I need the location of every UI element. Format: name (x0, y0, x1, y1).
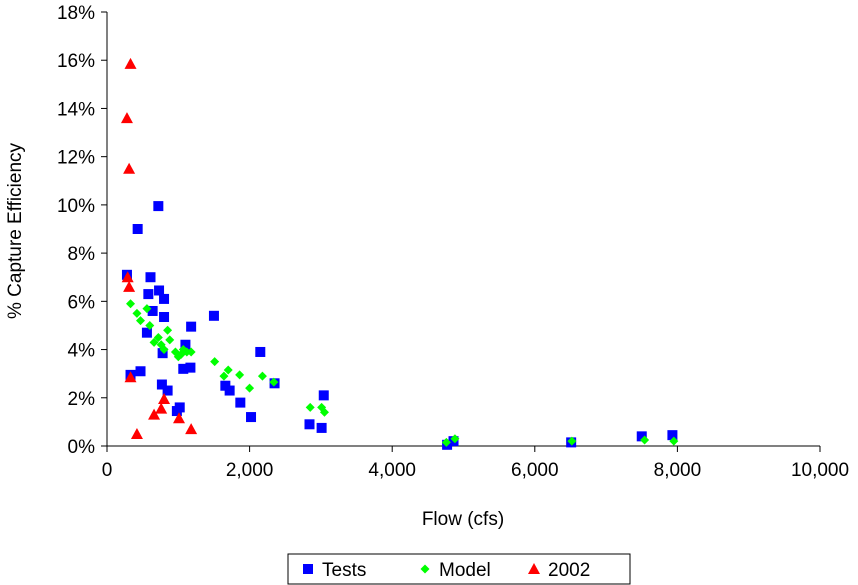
x-tick-label: 6,000 (511, 460, 559, 481)
point-tests (318, 390, 329, 401)
point-model (305, 402, 315, 412)
point-tests (153, 201, 164, 212)
point-tests (141, 327, 152, 338)
point-2002 (123, 162, 136, 174)
point-tests (255, 346, 266, 357)
point-tests (132, 224, 143, 234)
x-tick-label: 10,000 (791, 460, 849, 481)
point-model (441, 437, 451, 447)
legend-marker-2002 (528, 563, 540, 574)
y-tick-label: 4% (68, 341, 96, 362)
point-model (186, 347, 196, 357)
point-model (257, 371, 267, 381)
point-tests (135, 366, 146, 377)
point-tests (224, 385, 235, 396)
legend-label-tests: Tests (322, 560, 366, 581)
point-model (269, 377, 279, 387)
x-axis-title: Flow (cfs) (422, 509, 504, 530)
y-tick-label: 14% (57, 99, 95, 120)
x-tick-label: 8,000 (654, 460, 702, 481)
point-model (153, 333, 163, 342)
point-tests (159, 293, 170, 304)
point-2002 (130, 427, 143, 439)
point-2002 (158, 392, 171, 404)
point-model (163, 325, 173, 335)
y-tick-label: 6% (68, 292, 96, 313)
x-tick-label: 4,000 (368, 460, 416, 481)
point-2002 (148, 408, 161, 420)
point-2002 (123, 280, 136, 292)
point-tests (143, 289, 154, 300)
point-tests (185, 362, 196, 373)
point-tests (178, 363, 189, 374)
point-tests (316, 422, 327, 433)
point-model (126, 299, 136, 309)
point-model (149, 337, 159, 347)
point-model (319, 407, 329, 417)
y-tick-label: 8% (68, 244, 96, 265)
point-tests (154, 285, 165, 296)
point-tests (208, 310, 219, 321)
point-model (159, 345, 169, 355)
legend-label-2002: 2002 (548, 560, 590, 581)
point-model (245, 383, 255, 393)
point-model (142, 304, 152, 314)
point-tests (636, 431, 647, 442)
point-tests (145, 272, 156, 283)
point-tests (180, 339, 191, 350)
point-model (132, 308, 142, 318)
point-2002 (155, 402, 168, 414)
point-model (219, 371, 229, 381)
y-tick-label: 10% (57, 196, 95, 217)
point-tests (235, 397, 246, 408)
y-tick-label: 2% (68, 389, 96, 410)
point-2002 (120, 112, 133, 124)
y-axis-title: % Capture Efficiency (5, 142, 26, 319)
point-model (223, 365, 233, 375)
legend-box (287, 553, 631, 585)
point-tests (186, 321, 197, 332)
point-2002 (124, 371, 137, 383)
y-tick-label: 0% (68, 437, 96, 458)
point-model (165, 335, 175, 345)
point-tests (157, 348, 168, 359)
point-tests (162, 385, 173, 396)
point-tests (246, 412, 257, 423)
y-tick-label: 18% (57, 3, 95, 24)
point-tests (667, 430, 678, 441)
plot-area: 0% 2% 4% 6% 8% 10% 12% 14% 16% 18% 0 2,000 4,000 6,00… (57, 3, 849, 481)
point-model (235, 370, 245, 380)
point-2002 (124, 57, 137, 69)
legend-marker-model (420, 564, 430, 574)
x-tick-label: 2,000 (226, 460, 274, 481)
data-marks (120, 57, 679, 450)
y-tick-label: 16% (57, 51, 95, 72)
point-model (210, 357, 220, 367)
point-tests (147, 305, 158, 316)
point-tests (156, 379, 167, 390)
point-model (145, 320, 155, 330)
point-tests (174, 402, 185, 413)
point-2002 (185, 423, 198, 435)
point-tests (159, 312, 170, 323)
x-tick-label: 0 (102, 460, 113, 481)
point-model (136, 316, 146, 326)
legend-marker-tests (303, 564, 313, 574)
point-tests (304, 419, 315, 430)
point-model (450, 434, 460, 444)
point-2002 (173, 412, 186, 424)
point-model (567, 436, 577, 446)
point-model (640, 435, 650, 445)
point-model (669, 436, 679, 446)
legend-label-model: Model (439, 560, 491, 581)
legend: Tests Model 2002 (287, 553, 631, 585)
y-tick-label: 12% (57, 148, 95, 169)
point-2002 (121, 271, 134, 283)
